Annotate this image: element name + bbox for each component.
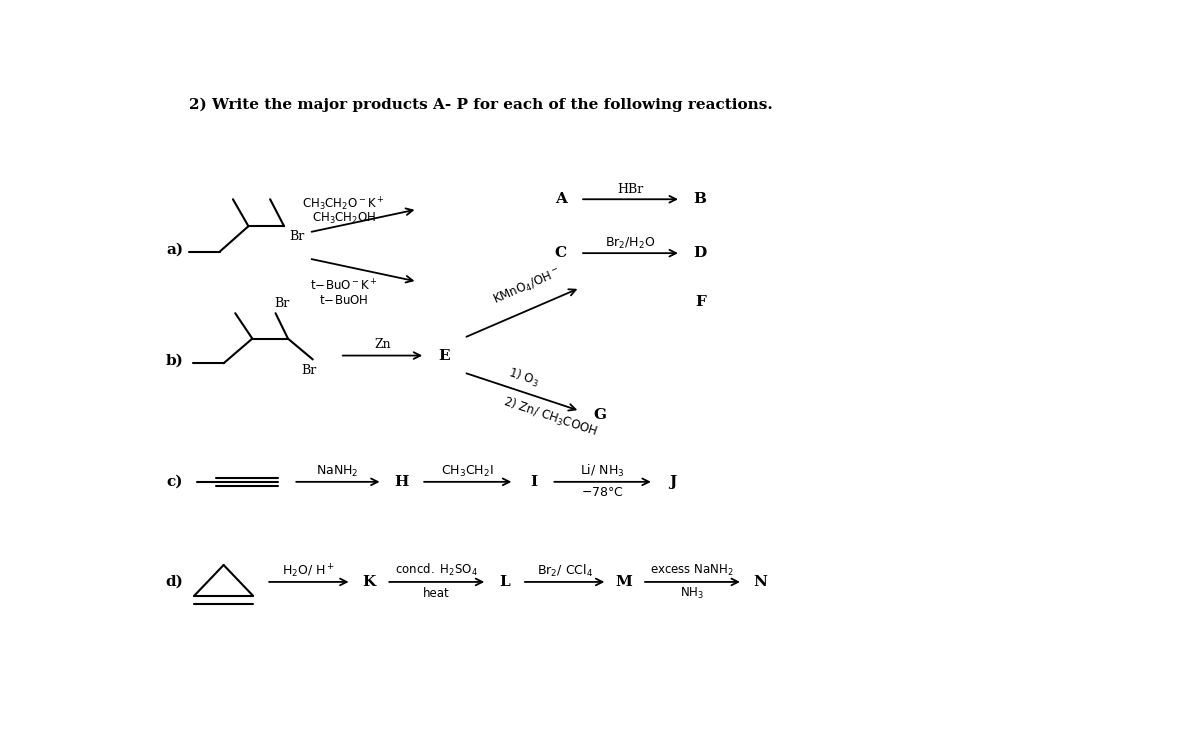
Text: M: M <box>616 575 632 589</box>
Text: $\mathregular{H_2O/\ H^+}$: $\mathregular{H_2O/\ H^+}$ <box>282 562 336 580</box>
Text: N: N <box>754 575 768 589</box>
Text: heat: heat <box>424 587 450 600</box>
Text: A: A <box>554 192 566 207</box>
Text: J: J <box>670 474 677 489</box>
Text: $\mathregular{1)\ O_3}$: $\mathregular{1)\ O_3}$ <box>506 365 541 391</box>
Text: I: I <box>530 474 538 489</box>
Text: d): d) <box>166 575 184 589</box>
Text: G: G <box>593 408 606 422</box>
Text: a): a) <box>167 242 184 256</box>
Text: $\mathregular{KMnO_4/ OH^-}$: $\mathregular{KMnO_4/ OH^-}$ <box>491 266 563 308</box>
Text: D: D <box>694 246 707 260</box>
Text: $\mathregular{2)\ Zn/\ CH_3COOH}$: $\mathregular{2)\ Zn/\ CH_3COOH}$ <box>502 394 600 440</box>
Text: 2) Write the major products A- P for each of the following reactions.: 2) Write the major products A- P for eac… <box>188 97 773 112</box>
Text: $\mathregular{NaNH_2}$: $\mathregular{NaNH_2}$ <box>317 464 359 479</box>
Text: $\mathregular{Li/\ NH_3}$: $\mathregular{Li/\ NH_3}$ <box>581 463 625 479</box>
Text: $\mathregular{concd.\ H_2SO_4}$: $\mathregular{concd.\ H_2SO_4}$ <box>395 562 479 578</box>
Text: $\mathregular{CH_3CH_2O^-K^+}$: $\mathregular{CH_3CH_2O^-K^+}$ <box>302 196 385 213</box>
Text: $\mathregular{excess\ NaNH_2}$: $\mathregular{excess\ NaNH_2}$ <box>650 563 734 578</box>
Text: $\mathregular{t\!-\!BuOH}$: $\mathregular{t\!-\!BuOH}$ <box>319 293 368 307</box>
Text: Br: Br <box>301 364 317 377</box>
Text: $\mathregular{Br_2/ H_2O}$: $\mathregular{Br_2/ H_2O}$ <box>605 236 655 250</box>
Text: c): c) <box>167 474 184 489</box>
Text: B: B <box>694 192 707 207</box>
Text: HBr: HBr <box>617 182 643 196</box>
Text: b): b) <box>166 354 184 368</box>
Text: C: C <box>554 246 566 260</box>
Text: $\mathregular{Br_2/\ CCl_4}$: $\mathregular{Br_2/\ CCl_4}$ <box>536 563 593 579</box>
Text: Br: Br <box>289 230 305 242</box>
Text: F: F <box>695 295 706 309</box>
Text: H: H <box>395 474 409 489</box>
Text: $\mathregular{-78°C}$: $\mathregular{-78°C}$ <box>581 486 624 499</box>
Text: $\mathregular{t\!-\!BuO^-K^+}$: $\mathregular{t\!-\!BuO^-K^+}$ <box>310 279 378 294</box>
Text: $\mathregular{CH_3CH_2I}$: $\mathregular{CH_3CH_2I}$ <box>442 464 494 479</box>
Text: $\mathregular{CH_3CH_2OH}$: $\mathregular{CH_3CH_2OH}$ <box>312 211 376 226</box>
Text: Br: Br <box>274 296 289 310</box>
Text: K: K <box>362 575 376 589</box>
Text: Zn: Zn <box>374 338 391 351</box>
Text: E: E <box>439 348 450 363</box>
Text: $\mathregular{NH_3}$: $\mathregular{NH_3}$ <box>680 586 704 601</box>
Text: L: L <box>499 575 510 589</box>
